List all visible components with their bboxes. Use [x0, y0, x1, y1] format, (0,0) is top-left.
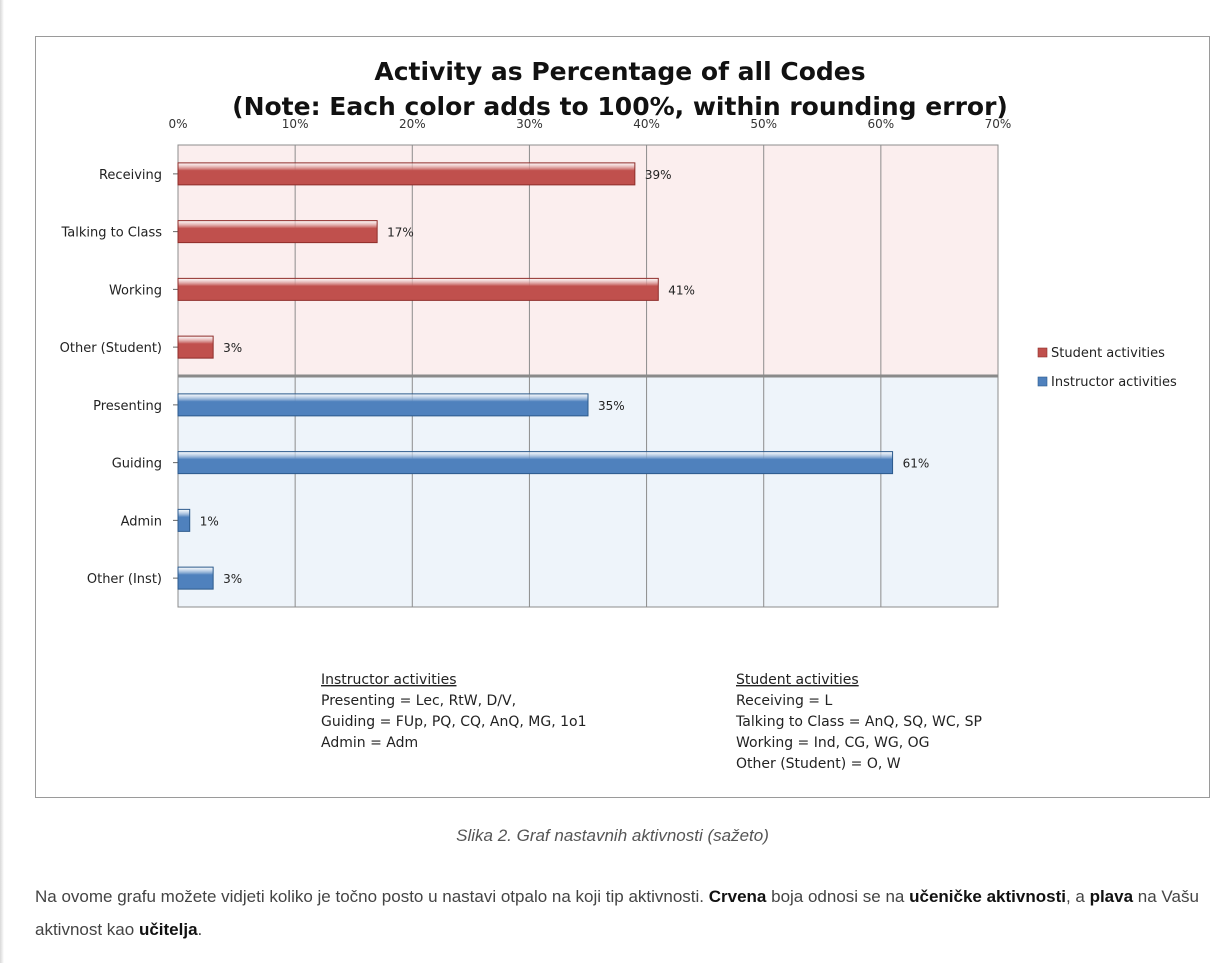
bar-instructor	[177, 566, 214, 590]
legend-swatch-instructor	[1037, 376, 1048, 387]
x-tick-label: 60%	[868, 117, 895, 131]
x-tick-label: 30%	[516, 117, 543, 131]
student-notes-line: Receiving = L	[736, 693, 832, 709]
bar-student	[177, 335, 214, 359]
chart-title: Activity as Percentage of all Codes	[374, 57, 865, 86]
legend-label-instructor: Instructor activities	[1051, 375, 1177, 390]
bar-student	[177, 277, 659, 301]
chart-subtitle: (Note: Each color adds to 100%, within r…	[232, 92, 1008, 121]
paragraph-bold-student: učeničke aktivnosti	[909, 887, 1066, 906]
paragraph-text-1: Na ovome grafu možete vidjeti koliko je …	[35, 887, 709, 906]
bar-student	[177, 162, 636, 186]
bar-value-label: 1%	[200, 514, 219, 528]
student-notes-line: Talking to Class = AnQ, SQ, WC, SP	[735, 714, 982, 730]
paragraph-text-2: boja odnosi se na	[766, 887, 910, 906]
category-label: Other (Inst)	[87, 572, 162, 587]
legend-label-student: Student activities	[1051, 346, 1165, 361]
figure-caption: Slika 2. Graf nastavnih aktivnosti (saže…	[456, 826, 769, 845]
bar-value-label: 17%	[387, 226, 414, 240]
x-tick-label: 0%	[168, 117, 187, 131]
paragraph-text-4: na Vašu aktivnost kao	[35, 887, 1199, 939]
legend-swatch-student	[1037, 347, 1048, 358]
instructor-notes-line: Presenting = Lec, RtW, D/V,	[321, 693, 516, 709]
instructor-notes-heading: Instructor activities	[321, 672, 457, 688]
bar-instructor	[177, 508, 191, 532]
x-tick-label: 40%	[633, 117, 660, 131]
student-notes-line: Other (Student) = O, W	[736, 756, 901, 772]
category-label: Working	[109, 283, 162, 298]
x-tick-label: 70%	[985, 117, 1012, 131]
x-tick-label: 50%	[750, 117, 777, 131]
category-label: Admin	[121, 514, 162, 529]
instructor-notes-line: Guiding = FUp, PQ, CQ, AnQ, MG, 1o1	[321, 714, 587, 730]
bar-value-label: 61%	[903, 457, 930, 471]
category-label: Presenting	[93, 399, 162, 414]
student-notes-heading: Student activities	[736, 672, 859, 688]
activity-chart: 0% 10% 20% 30% 40% 50% 60% 70% Activity as Perce…	[60, 57, 1177, 772]
bar-value-label: 39%	[645, 168, 672, 182]
category-label: Receiving	[99, 168, 162, 183]
x-tick-label: 10%	[282, 117, 309, 131]
bar-value-label: 41%	[668, 283, 695, 297]
bar-value-label: 35%	[598, 399, 625, 413]
category-label: Talking to Class	[60, 226, 162, 241]
bar-value-label: 3%	[223, 572, 242, 586]
bar-student	[177, 220, 378, 244]
instructor-notes-line: Admin = Adm	[321, 735, 418, 751]
paragraph-text-3: , a	[1065, 887, 1090, 906]
paragraph-bold-teacher: učitelja	[138, 920, 198, 939]
x-tick-label: 20%	[399, 117, 426, 131]
description-paragraph: Na ovome grafu možete vidjeti koliko je …	[35, 880, 1205, 946]
bar-instructor	[177, 451, 894, 475]
bar-value-label: 3%	[223, 341, 242, 355]
paragraph-bold-red: Crvena	[708, 887, 767, 906]
page-edge-shadow	[0, 0, 4, 963]
paragraph-bold-blue: plava	[1089, 887, 1134, 906]
category-label: Guiding	[112, 457, 162, 472]
paragraph-text-5: .	[197, 920, 203, 939]
category-label: Other (Student)	[60, 341, 162, 356]
bar-instructor	[177, 393, 589, 417]
student-notes-line: Working = Ind, CG, WG, OG	[736, 735, 930, 751]
